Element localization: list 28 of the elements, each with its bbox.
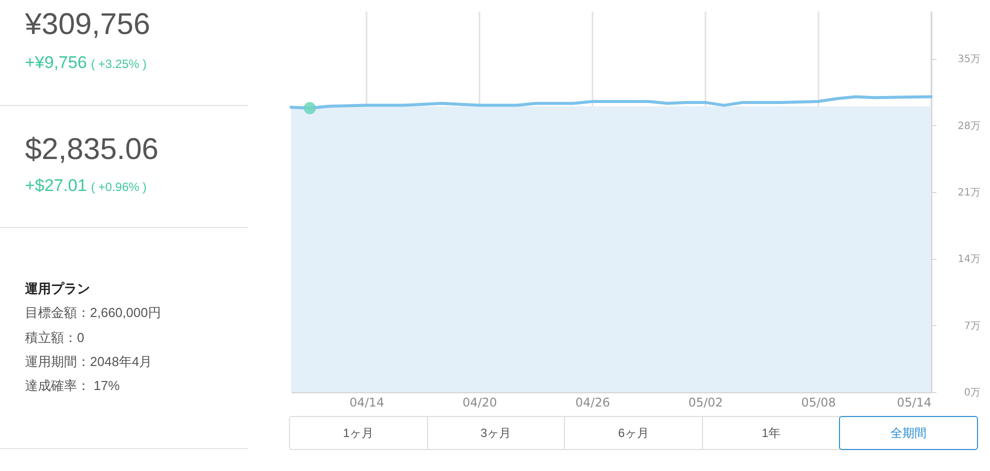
y-tick-label: 0万	[964, 388, 980, 398]
x-tick-label: 05/02	[688, 396, 723, 410]
text: +¥9,756	[25, 53, 87, 72]
y-tick-label: 35万	[958, 54, 980, 66]
y-tick-label: 28万	[958, 120, 980, 132]
y-tick-label: 7万	[964, 320, 980, 332]
x-tick-label: 04/14	[349, 396, 384, 410]
text: +$27.01	[25, 176, 87, 195]
text: 6ヶ月	[564, 416, 703, 450]
text: 運用期間：2048年4月	[25, 354, 152, 369]
text: ( +3.25% )	[90, 57, 147, 71]
text: ¥309,756	[25, 8, 150, 41]
y-tick-label: 14万	[958, 254, 980, 266]
text: 1年	[702, 416, 840, 450]
text: 積立額：0	[25, 330, 84, 345]
text: 達成確率： 17%	[25, 378, 120, 393]
text: $2,835.06	[25, 133, 158, 166]
text: 1ヶ月	[289, 416, 428, 450]
x-tick-label: 05/14	[896, 396, 932, 410]
text: 運用プラン	[25, 281, 90, 296]
y-tick-label: 21万	[958, 187, 980, 198]
text: ( +0.96% )	[90, 180, 147, 194]
x-tick-label: 04/20	[462, 396, 498, 410]
x-tick-label: 04/26	[575, 396, 610, 410]
text: 全期間	[839, 416, 978, 450]
text: 3ヶ月	[426, 416, 566, 450]
text: 目標金額：2,660,000円	[25, 305, 161, 320]
x-tick-label: 05/08	[801, 396, 836, 410]
